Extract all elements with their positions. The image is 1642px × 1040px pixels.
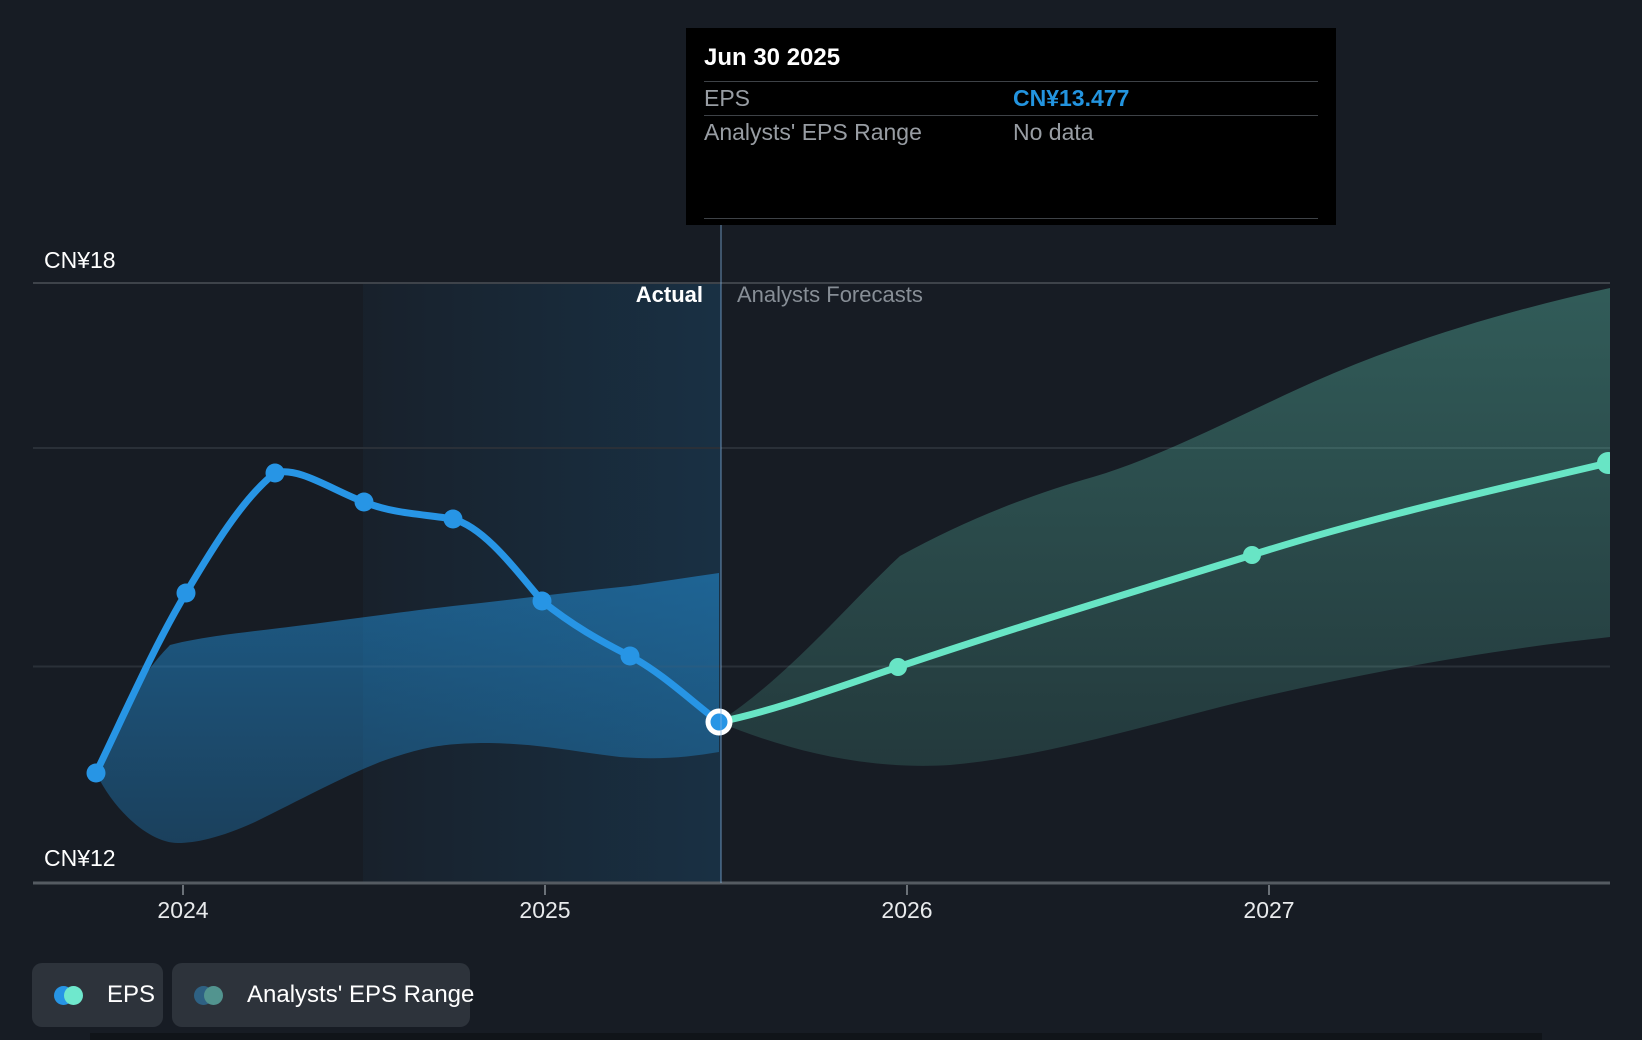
legend-analysts-eps-range[interactable]: Analysts' EPS Range (172, 963, 474, 1027)
y-axis-label-top: CN¥18 (44, 247, 116, 273)
eps-actual-point (354, 492, 374, 512)
tooltip-separator (704, 81, 1318, 82)
tooltip-row-range: Analysts' EPS Range No data (686, 116, 1336, 149)
data-layer (86, 288, 1610, 843)
legend-eps[interactable]: EPS (32, 963, 163, 1027)
x-axis-label: 2027 (1243, 897, 1295, 923)
tooltip-separator (704, 115, 1318, 116)
eps-actual-point (86, 763, 106, 783)
forecast-section-label: Analysts Forecasts (737, 282, 923, 307)
tooltip-separator (704, 218, 1318, 219)
legend-range-label: Analysts' EPS Range (247, 981, 475, 1008)
y-axis-label-bottom: CN¥12 (44, 845, 116, 871)
tooltip-eps-value: CN¥13.477 (1013, 85, 1130, 111)
actual-section-label: Actual (635, 282, 703, 307)
tooltip-date: Jun 30 2025 (704, 44, 841, 71)
eps-forecast-point (889, 658, 907, 676)
eps-actual-point (532, 591, 552, 611)
eps-teal-dot-icon (64, 985, 83, 1005)
eps-actual-point (620, 646, 640, 666)
eps-actual-point (176, 583, 196, 603)
eps-forecast-point (1243, 546, 1261, 564)
eps-range-band-actual (96, 573, 719, 843)
chart-tooltip: Jun 30 2025 EPS CN¥13.477 Analysts' EPS … (686, 28, 1336, 225)
eps-forecast-line (715, 459, 1610, 726)
tooltip-range-label: Analysts' EPS Range (704, 119, 922, 145)
tooltip-eps-label: EPS (704, 85, 751, 111)
eps-actual-point (443, 509, 463, 529)
x-axis-label: 2024 (157, 897, 209, 923)
tooltip-row-eps: EPS CN¥13.477 (686, 82, 1336, 115)
bottom-partial-element (90, 1033, 1542, 1040)
tooltip-range-value: No data (1013, 119, 1094, 145)
forecast-end-marker (1597, 452, 1610, 474)
x-axis-label: 2025 (519, 897, 571, 923)
eps-range-band-forecast (719, 288, 1610, 766)
selected-point (710, 713, 728, 731)
legend-eps-label: EPS (107, 981, 156, 1008)
range-teal-dot-icon (204, 985, 223, 1005)
eps-actual-point (265, 463, 285, 483)
x-axis-label: 2026 (881, 897, 933, 923)
